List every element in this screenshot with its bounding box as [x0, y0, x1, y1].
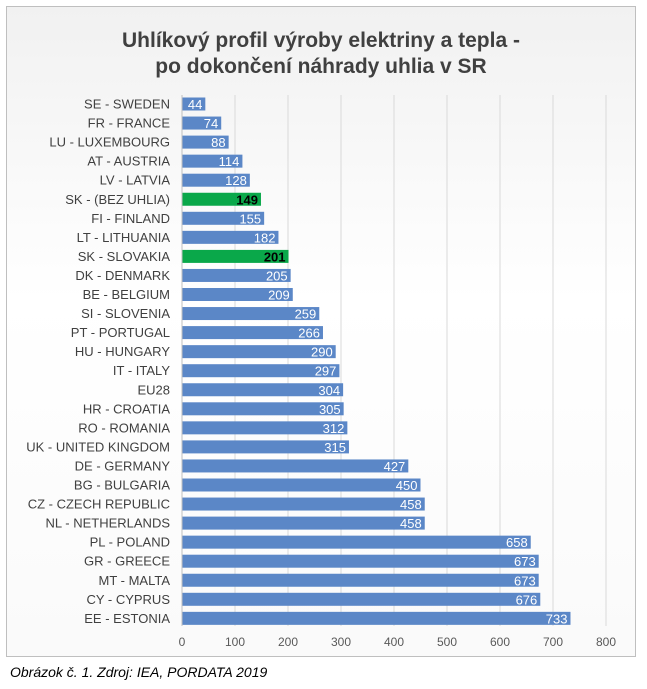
category-label: GR - GREECE [84, 554, 170, 569]
bar [182, 516, 425, 530]
category-label: PL - POLAND [90, 535, 170, 550]
bar [182, 478, 421, 492]
bar [182, 611, 571, 625]
data-label: 673 [514, 554, 536, 569]
data-label: 128 [225, 173, 247, 188]
bar [182, 116, 222, 130]
bar-highlight [182, 192, 261, 206]
data-label: 676 [516, 592, 538, 607]
category-label: EE - ESTONIA [84, 611, 170, 626]
data-label: 427 [384, 459, 406, 474]
x-tick-label-5: 500 [437, 635, 457, 649]
category-label: MT - MALTA [99, 573, 171, 588]
x-tick-label-8: 800 [596, 635, 616, 649]
bar [182, 421, 348, 435]
bar [182, 573, 539, 587]
data-label: 201 [264, 249, 286, 264]
data-label: 673 [514, 573, 536, 588]
category-label: HR - CROATIA [83, 401, 170, 416]
category-label: SE - SWEDEN [84, 97, 170, 112]
data-label: 182 [254, 230, 276, 245]
bar [182, 440, 349, 454]
x-tick-label-3: 300 [331, 635, 351, 649]
category-label: SI - SLOVENIA [81, 306, 170, 321]
category-label: NL - NETHERLANDS [46, 516, 171, 531]
category-label: UK - UNITED KINGDOM [26, 439, 170, 454]
bar [182, 364, 340, 378]
data-label: 304 [318, 383, 340, 398]
data-label: 458 [400, 497, 422, 512]
data-label: 658 [506, 535, 528, 550]
figure-caption: Obrázok č. 1. Zdroj: IEA, PORDATA 2019 [10, 664, 268, 680]
bar [182, 230, 279, 244]
category-label: LT - LITHUANIA [77, 230, 171, 245]
data-label: 450 [396, 478, 418, 493]
data-label: 114 [219, 154, 240, 169]
category-label: BE - BELGIUM [83, 287, 170, 302]
chart-title-line-1: Uhlíkový profil výroby elektriny a tepla… [122, 29, 520, 52]
bar [182, 402, 344, 416]
x-tick-label-1: 100 [225, 635, 245, 649]
category-label: PT - PORTUGAL [71, 325, 170, 340]
category-label: HU - HUNGARY [75, 344, 170, 359]
category-label: IT - ITALY [113, 363, 170, 378]
data-label: 297 [315, 364, 337, 379]
x-tick-label-2: 200 [278, 635, 298, 649]
category-label: CZ - CZECH REPUBLIC [28, 497, 170, 512]
data-label: 733 [546, 611, 568, 626]
data-label: 149 [236, 192, 258, 207]
bar-highlight [182, 249, 289, 263]
bar [182, 154, 243, 168]
bar [182, 268, 291, 282]
x-tick-label-0: 0 [179, 635, 186, 649]
bar [182, 307, 320, 321]
data-label: 74 [204, 116, 218, 131]
category-label: LU - LUXEMBOURG [49, 135, 170, 150]
bar [182, 459, 409, 473]
category-label: FR - FRANCE [88, 116, 171, 131]
data-label: 266 [298, 326, 320, 341]
data-label: 305 [319, 402, 341, 417]
data-label: 290 [311, 345, 333, 360]
data-label: 209 [268, 288, 290, 303]
data-label: 44 [188, 97, 202, 112]
category-label: SK - SLOVAKIA [78, 249, 171, 264]
bar [182, 554, 539, 568]
category-label: EU28 [137, 382, 170, 397]
data-label: 88 [211, 135, 225, 150]
bar [182, 97, 206, 111]
category-label: DK - DENMARK [75, 268, 170, 283]
bar [182, 288, 293, 301]
category-label: FI - FINLAND [91, 211, 170, 226]
data-label: 259 [295, 307, 317, 322]
category-label: DE - GERMANY [75, 458, 171, 473]
bar [182, 173, 250, 187]
category-label: CY - CYPRUS [86, 592, 170, 607]
bar [182, 383, 344, 397]
bar [182, 326, 323, 340]
data-label: 155 [239, 211, 261, 226]
data-label: 312 [323, 421, 345, 436]
bar [182, 211, 265, 225]
x-tick-label-4: 400 [384, 635, 404, 649]
x-tick-label-6: 600 [490, 635, 510, 649]
bar [182, 135, 229, 149]
bar [182, 345, 336, 359]
bar [182, 497, 425, 511]
chart-title-line-2: po dokončení náhrady uhlia v SR [155, 55, 487, 78]
data-label: 458 [400, 516, 422, 531]
data-label: 205 [266, 268, 288, 283]
category-label: LV - LATVIA [100, 173, 171, 188]
data-label: 315 [324, 440, 346, 455]
bar [182, 535, 531, 549]
category-label: SK - (BEZ UHLIA) [65, 192, 170, 207]
category-label: BG - BULGARIA [74, 478, 170, 493]
x-tick-label-7: 700 [543, 635, 563, 649]
category-label: RO - ROMANIA [78, 420, 170, 435]
category-label: AT - AUSTRIA [87, 154, 170, 169]
bar [182, 592, 541, 606]
